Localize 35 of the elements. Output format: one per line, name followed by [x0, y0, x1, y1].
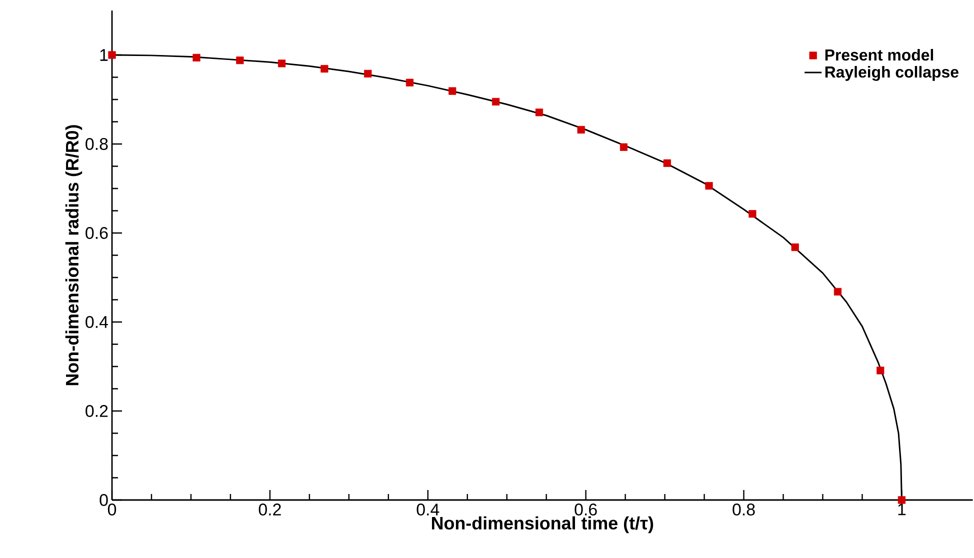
y-axis-title: Non-dimensional radius (R/R0) — [65, 125, 82, 386]
point — [406, 78, 414, 86]
point — [236, 56, 244, 64]
y-tick-label: 0 — [100, 494, 108, 506]
y-tick-label: 0.8 — [86, 138, 108, 150]
x-tick-label: 1 — [898, 504, 906, 516]
point — [577, 126, 585, 134]
y-tick-label: 0.4 — [86, 316, 108, 328]
point — [791, 243, 799, 252]
x-tick-label: 0 — [108, 504, 116, 516]
point — [898, 496, 906, 504]
point — [620, 143, 628, 151]
point — [535, 108, 544, 116]
x-tick-label: 0.2 — [258, 504, 281, 516]
point — [876, 366, 884, 374]
y-tick-label: 1 — [100, 49, 108, 61]
y-tick-label: 0.2 — [86, 405, 108, 417]
x-axis-title: Non-dimensional time (t/τ) — [432, 516, 654, 534]
x-tick-label: 0.6 — [574, 504, 597, 516]
point — [492, 98, 500, 106]
x-tick-label: 0.4 — [416, 504, 440, 516]
point — [278, 60, 286, 68]
point — [320, 64, 328, 73]
point — [364, 70, 372, 78]
point — [663, 159, 671, 167]
point — [705, 182, 713, 190]
legend-label: Present model — [825, 48, 934, 61]
point — [192, 54, 200, 62]
point — [108, 51, 116, 59]
point — [448, 87, 456, 95]
x-tick-label: 0.8 — [732, 504, 755, 516]
y-tick-label: 0.6 — [86, 227, 108, 239]
point — [748, 210, 756, 218]
legend-label: Rayleigh collapse — [825, 66, 958, 81]
point — [834, 288, 842, 296]
